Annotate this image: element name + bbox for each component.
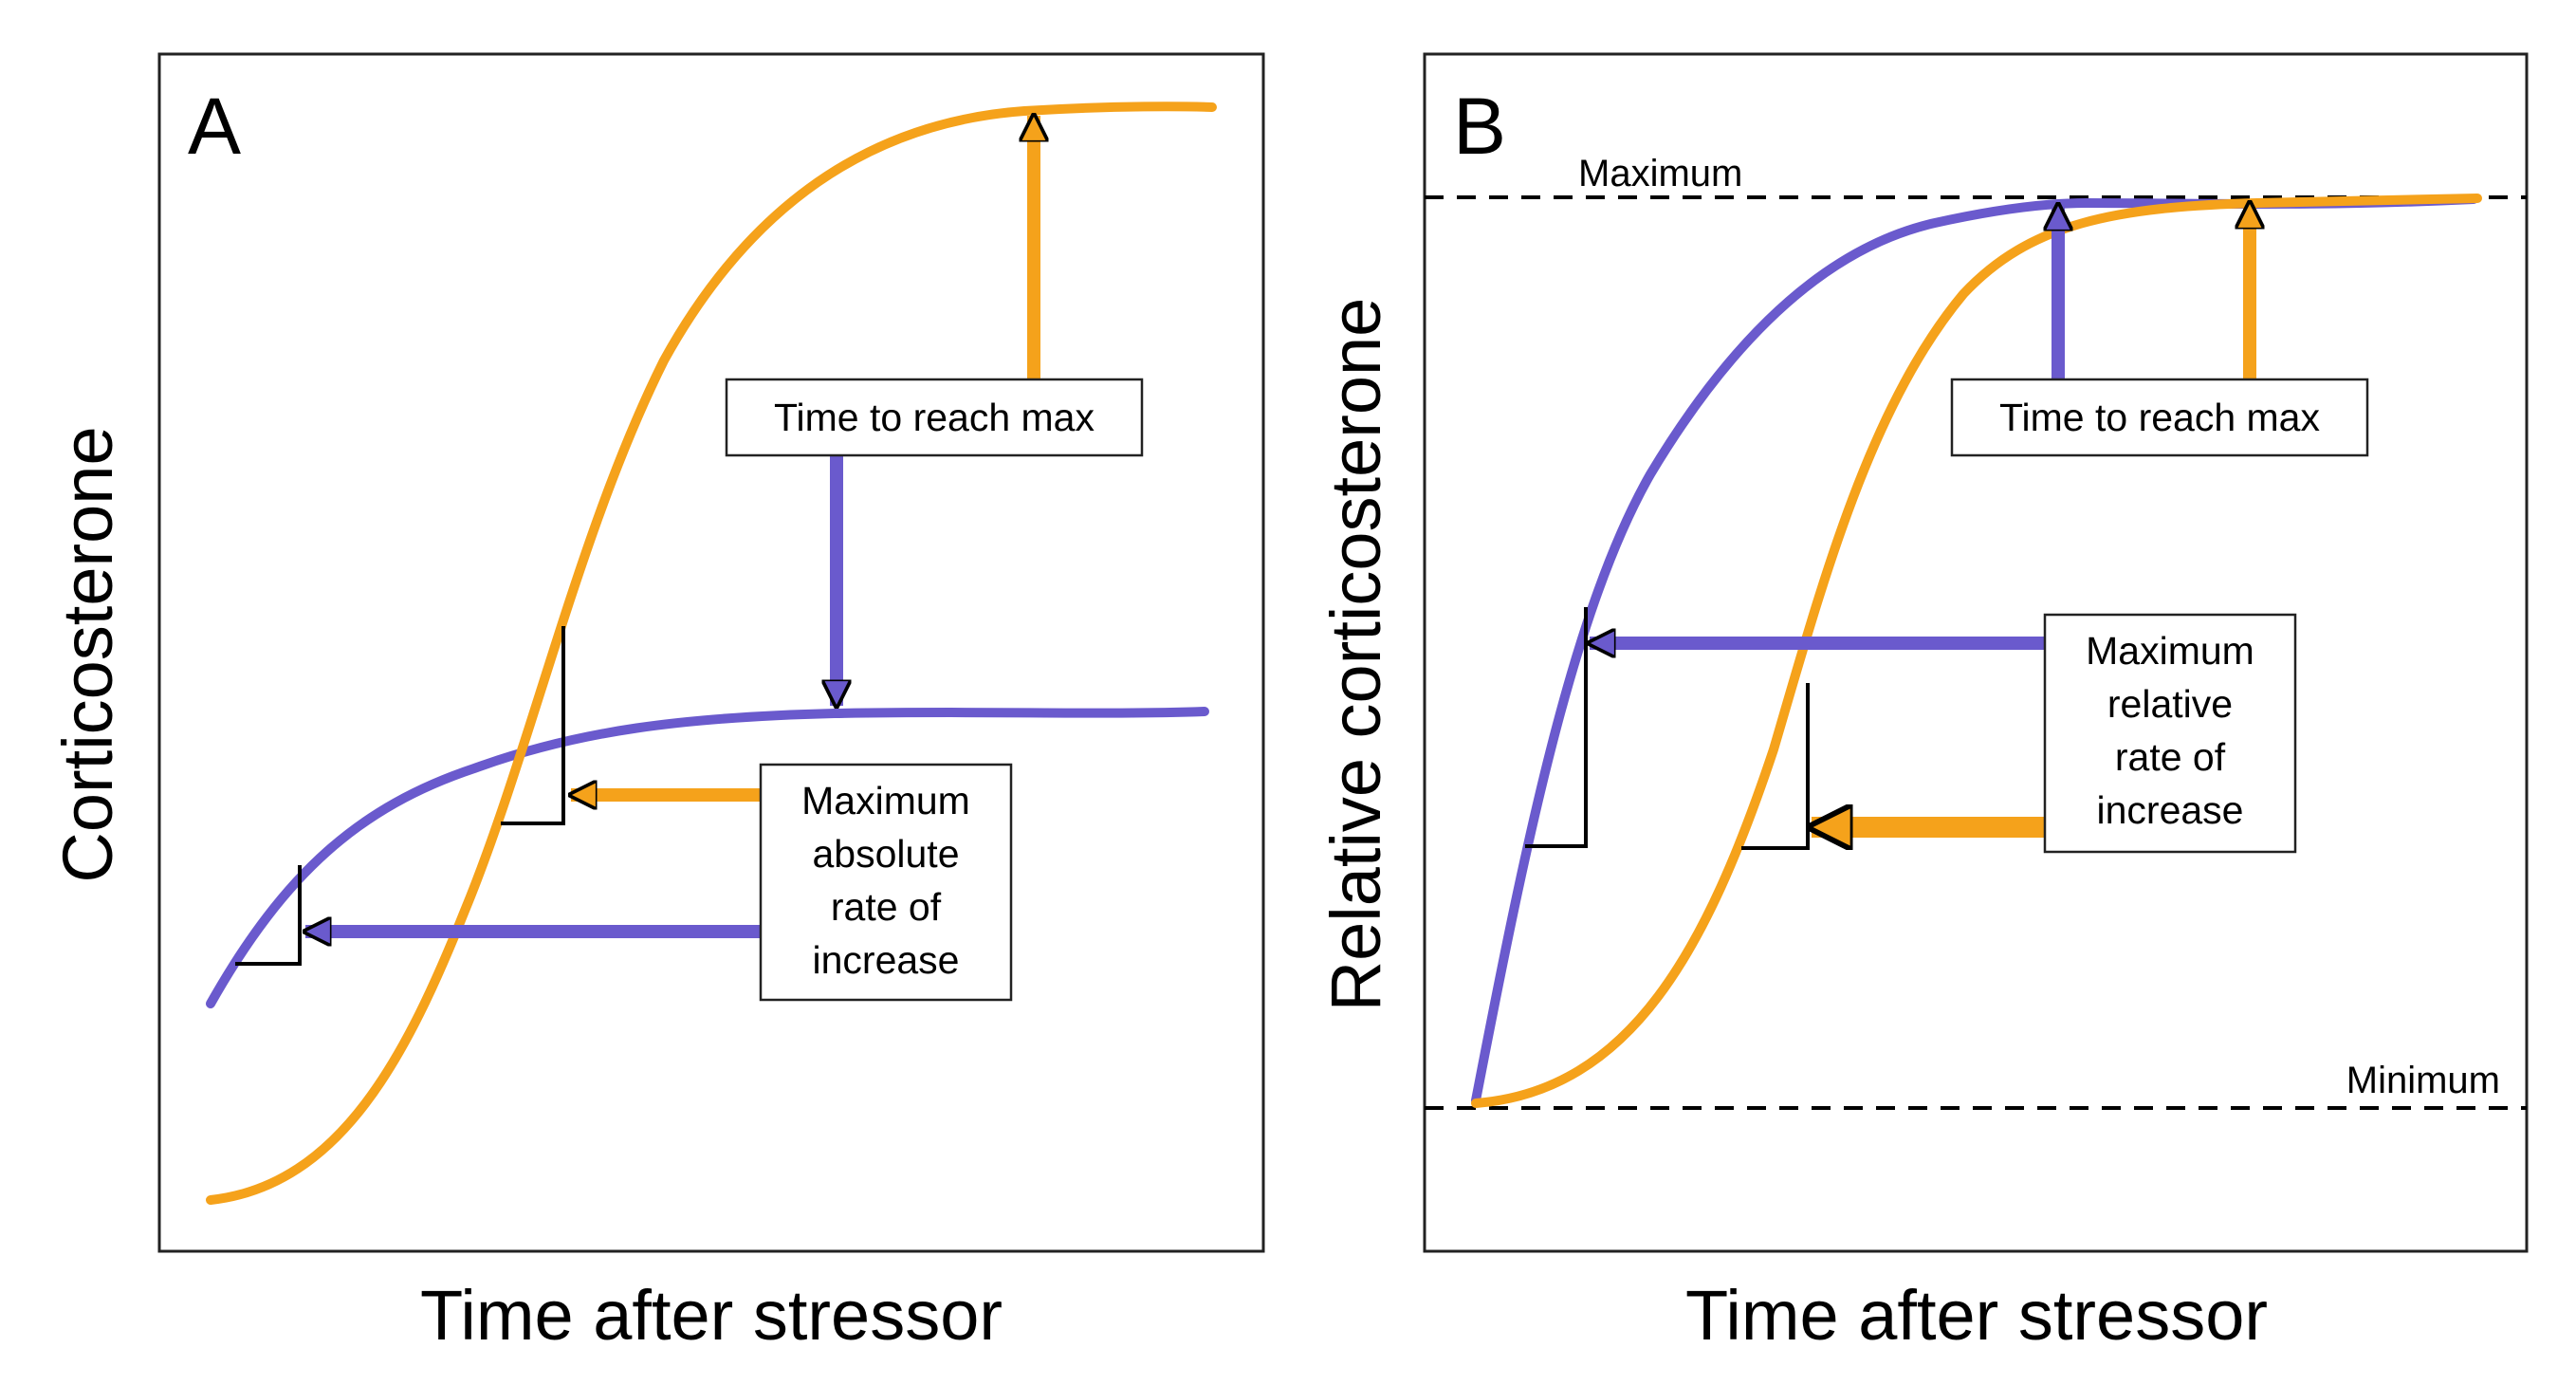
panel-a-rate-box: Maximum absolute rate of increase (759, 763, 1013, 1002)
panel-a-rate-box-line-4: increase (813, 938, 960, 982)
panel-a-purple-slope-marker (235, 865, 302, 966)
panel-a-frame (157, 52, 1265, 1253)
panel-b-maximum-label: Maximum (1578, 153, 1742, 194)
panel-a-y-label: Corticosterone (48, 426, 127, 882)
panel-a-x-label: Time after stressor (420, 1276, 1003, 1355)
panel-b: B Relative corticosterone Time after str… (1316, 52, 2529, 1355)
panel-b-purple-slope-marker (1525, 607, 1588, 848)
panel-b-time-box-label: Time to reach max (1999, 396, 2320, 439)
panel-b-y-label: Relative corticosterone (1316, 298, 1395, 1012)
panel-a: A Corticosterone Time after stressor Tim… (48, 52, 1265, 1355)
panel-b-rate-box-line-1: Maximum (2086, 629, 2254, 673)
panel-b-rate-box-line-4: increase (2097, 788, 2244, 832)
panel-b-letter: B (1453, 82, 1506, 171)
panel-a-time-box-label: Time to reach max (774, 396, 1095, 439)
panel-b-time-box: Time to reach max (1950, 378, 2369, 457)
panel-a-rate-box-line-3: rate of (831, 885, 942, 929)
panel-a-letter: A (188, 82, 241, 171)
panel-b-orange-curve (1471, 194, 2482, 1108)
panel-b-rate-box-line-2: relative (2107, 682, 2233, 726)
panel-a-orange-curve (206, 102, 1217, 1205)
panel-a-orange-slope-marker (501, 626, 565, 825)
panel-b-rate-box: Maximum relative rate of increase (2043, 613, 2297, 854)
panel-a-time-box: Time to reach max (725, 378, 1144, 457)
panel-a-rate-box-line-1: Maximum (801, 779, 970, 822)
panel-a-purple-curve (206, 707, 1209, 1008)
panel-b-minimum-label: Minimum (2346, 1060, 2500, 1101)
panel-b-frame (1423, 52, 2529, 1253)
panel-b-rate-box-line-3: rate of (2115, 735, 2226, 779)
panel-b-x-label: Time after stressor (1685, 1276, 2268, 1355)
panel-a-rate-box-line-2: absolute (812, 832, 959, 876)
